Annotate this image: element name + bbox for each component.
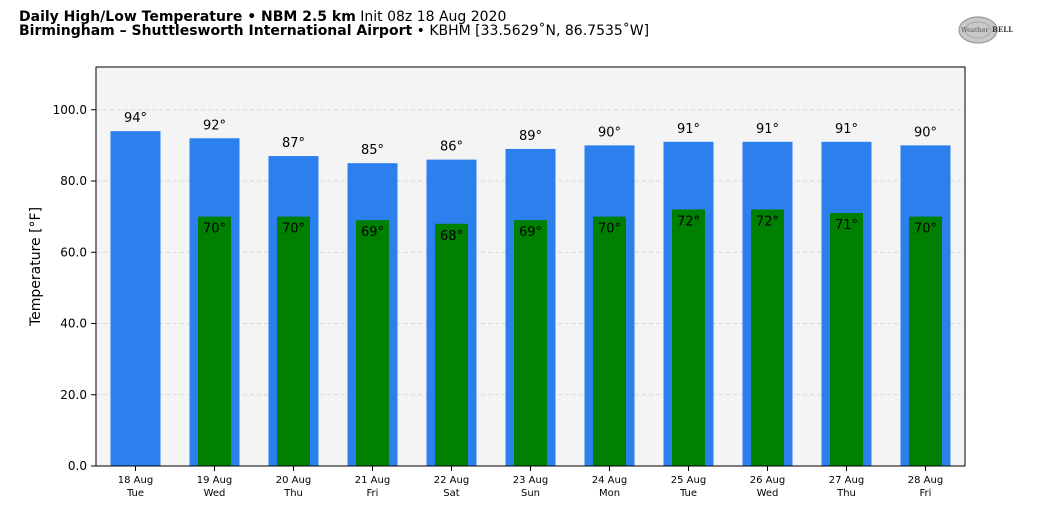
- y-tick-label: 0.0: [68, 459, 87, 473]
- x-tick-date: 20 Aug: [276, 475, 311, 486]
- high-temp-label: 89°: [519, 129, 542, 144]
- high-temp-label: 87°: [282, 136, 305, 151]
- x-tick-day: Thu: [283, 488, 303, 499]
- y-tick-label: 60.0: [60, 245, 87, 259]
- low-temp-label: 72°: [756, 215, 779, 230]
- low-temp-label: 69°: [361, 225, 384, 240]
- x-tick-date: 22 Aug: [434, 475, 469, 486]
- low-temp-bar: [830, 213, 863, 466]
- high-temp-label: 91°: [677, 122, 700, 137]
- low-temp-bar: [751, 209, 784, 466]
- x-tick-date: 26 Aug: [750, 475, 785, 486]
- high-temp-bar: [110, 131, 161, 466]
- high-temp-label: 90°: [598, 125, 621, 140]
- x-tick-date: 19 Aug: [197, 475, 232, 486]
- low-temp-label: 69°: [519, 225, 542, 240]
- chart-title-main: Daily High/Low Temperature • NBM 2.5 km: [19, 9, 356, 25]
- low-temp-bar: [593, 216, 626, 466]
- low-temp-label: 70°: [598, 222, 621, 237]
- x-tick-date: 18 Aug: [118, 475, 153, 486]
- high-temp-label: 85°: [361, 143, 384, 158]
- value-labels: 94° 92° 70° 87° 70° 85° 69° 86° 68° 89° 69° 90° 70° 9…: [124, 111, 937, 244]
- low-temp-label: 72°: [677, 215, 700, 230]
- chart-title: Daily High/Low Temperature • NBM 2.5 km …: [19, 9, 506, 25]
- chart-subtitle: Birmingham – Shuttlesworth International…: [19, 23, 649, 39]
- logo-text-suffix: BELL: [992, 25, 1013, 34]
- station-coordinates: • KBHM [33.5629˚N, 86.7535˚W]: [416, 23, 650, 39]
- x-tick-day: Tue: [679, 488, 697, 499]
- low-temp-bar: [277, 216, 310, 466]
- x-tick-day: Sat: [443, 488, 459, 499]
- x-tick-day: Fri: [920, 488, 932, 499]
- low-temp-label: 68°: [440, 229, 463, 244]
- x-tick-date: 21 Aug: [355, 475, 390, 486]
- chart-init-time: Init 08z 18 Aug 2020: [360, 9, 507, 25]
- low-temp-label: 70°: [914, 222, 937, 237]
- low-temp-bar: [435, 223, 468, 466]
- x-tick-day: Fri: [367, 488, 379, 499]
- low-temp-label: 71°: [835, 218, 858, 233]
- low-temp-label: 70°: [282, 222, 305, 237]
- high-temp-label: 86°: [440, 140, 463, 155]
- low-temp-bar: [356, 220, 389, 466]
- x-tick-date: 25 Aug: [671, 475, 706, 486]
- weatherbell-logo: Weather BELL: [958, 16, 1013, 44]
- y-tick-label: 80.0: [60, 174, 87, 188]
- low-temp-label: 70°: [203, 222, 226, 237]
- y-axis-label: Temperature [°F]: [28, 207, 44, 327]
- y-tick-label: 40.0: [60, 317, 87, 331]
- y-tick-label: 20.0: [60, 388, 87, 402]
- logo-text-prefix: Weather: [961, 26, 990, 34]
- high-temp-label: 94°: [124, 111, 147, 126]
- x-tick-date: 24 Aug: [592, 475, 627, 486]
- x-tick-date: 27 Aug: [829, 475, 864, 486]
- y-tick-label: 100.0: [53, 103, 87, 117]
- low-temp-bar: [672, 209, 705, 466]
- x-tick-day: Thu: [836, 488, 856, 499]
- high-temp-label: 91°: [756, 122, 779, 137]
- high-temp-label: 91°: [835, 122, 858, 137]
- low-temp-bar: [909, 216, 942, 466]
- x-tick-date: 23 Aug: [513, 475, 548, 486]
- x-tick-day: Wed: [757, 488, 779, 499]
- x-tick-day: Mon: [599, 488, 620, 499]
- x-tick-day: Wed: [204, 488, 226, 499]
- x-axis-ticks: 18 Aug Tue 19 Aug Wed 20 Aug Thu 21 Aug Fri 22 A…: [118, 466, 943, 499]
- y-axis-ticks: 0.0 20.0 40.0 60.0 80.0 100.0: [53, 103, 96, 473]
- x-tick-date: 28 Aug: [908, 475, 943, 486]
- high-temp-label: 90°: [914, 125, 937, 140]
- low-temp-bar: [514, 220, 547, 466]
- x-tick-day: Tue: [126, 488, 144, 499]
- low-temp-bar: [198, 216, 231, 466]
- station-name: Birmingham – Shuttlesworth International…: [19, 23, 413, 39]
- high-temp-label: 92°: [203, 118, 226, 133]
- x-tick-day: Sun: [521, 488, 540, 499]
- bars: [110, 131, 951, 466]
